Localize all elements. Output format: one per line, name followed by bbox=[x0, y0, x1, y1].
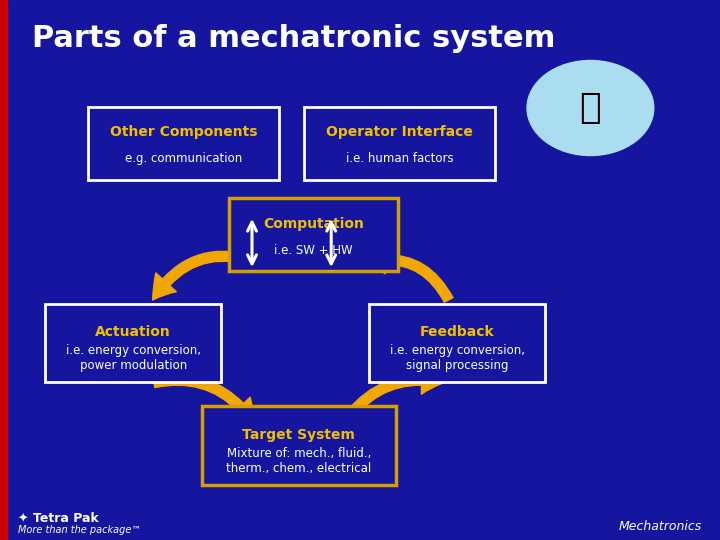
Text: ✦ Tetra Pak: ✦ Tetra Pak bbox=[18, 512, 99, 525]
Bar bbox=[0, 0, 7, 540]
Text: Mixture of: mech., fluid.,
therm., chem., electrical: Mixture of: mech., fluid., therm., chem.… bbox=[226, 447, 372, 475]
FancyBboxPatch shape bbox=[202, 406, 396, 485]
Text: Target System: Target System bbox=[243, 428, 355, 442]
Text: i.e. energy conversion,
power modulation: i.e. energy conversion, power modulation bbox=[66, 344, 201, 372]
Text: Actuation: Actuation bbox=[95, 325, 171, 339]
FancyBboxPatch shape bbox=[229, 199, 397, 271]
FancyBboxPatch shape bbox=[305, 106, 495, 179]
FancyArrowPatch shape bbox=[363, 246, 453, 302]
Text: i.e. SW + HW: i.e. SW + HW bbox=[274, 244, 353, 256]
Circle shape bbox=[527, 60, 654, 156]
Text: 👷: 👷 bbox=[580, 91, 601, 125]
Text: Operator Interface: Operator Interface bbox=[326, 125, 473, 139]
Text: Mechatronics: Mechatronics bbox=[618, 520, 702, 533]
Text: Computation: Computation bbox=[263, 217, 364, 231]
Text: Parts of a mechatronic system: Parts of a mechatronic system bbox=[32, 24, 556, 53]
FancyArrowPatch shape bbox=[339, 367, 444, 427]
Text: e.g. communication: e.g. communication bbox=[125, 152, 242, 165]
Text: i.e. human factors: i.e. human factors bbox=[346, 152, 454, 165]
FancyBboxPatch shape bbox=[369, 303, 546, 382]
Text: More than the package™: More than the package™ bbox=[18, 525, 141, 535]
FancyBboxPatch shape bbox=[89, 106, 279, 179]
Text: Other Components: Other Components bbox=[110, 125, 257, 139]
Text: i.e. energy conversion,
signal processing: i.e. energy conversion, signal processin… bbox=[390, 344, 525, 372]
FancyArrowPatch shape bbox=[153, 375, 254, 424]
FancyBboxPatch shape bbox=[45, 303, 222, 382]
FancyArrowPatch shape bbox=[153, 251, 262, 300]
Text: Feedback: Feedback bbox=[420, 325, 495, 339]
